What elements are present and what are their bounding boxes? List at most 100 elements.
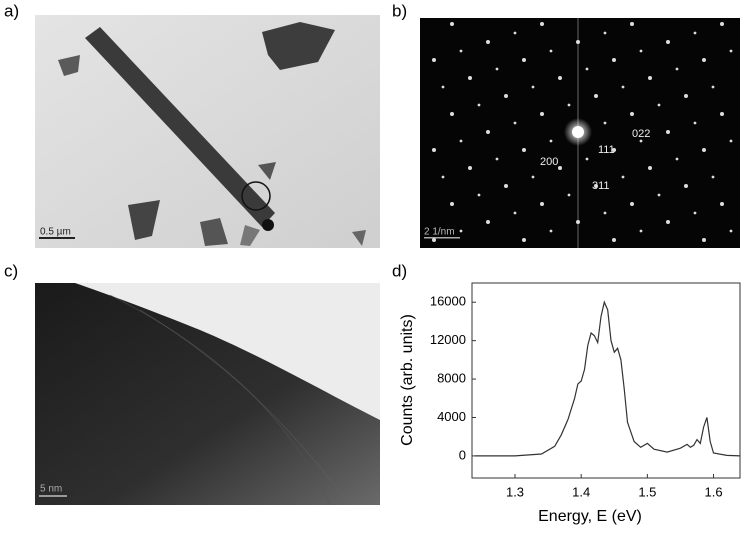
diffraction-spot [477, 193, 481, 197]
diffraction-spot [558, 76, 562, 80]
spot-label: 111 [598, 144, 615, 156]
y-tick-label: 0 [459, 447, 466, 462]
diffraction-spot [567, 193, 571, 197]
micrograph-c: 5 nm [35, 283, 380, 506]
diffraction-spot [666, 130, 670, 134]
diffraction-spot [702, 238, 706, 242]
diffraction-b: 022 111 200 311 2 1/nm [420, 18, 740, 248]
diffraction-spot [450, 202, 454, 206]
diffraction-spot [432, 58, 436, 62]
diffraction-spot [702, 58, 706, 62]
diffraction-spot [621, 85, 625, 89]
diffraction-spot [486, 40, 490, 44]
panel-label: a) [4, 1, 19, 20]
diffraction-spot [450, 22, 454, 26]
diffraction-spot [585, 157, 589, 161]
diffraction-spot [558, 166, 562, 170]
diffraction-spot [576, 220, 580, 224]
scale-bar-label: 2 1/nm [424, 227, 455, 238]
diffraction-spot [540, 202, 544, 206]
diffraction-spot [522, 238, 526, 242]
diffraction-spot [675, 157, 679, 161]
diffraction-spot [603, 211, 607, 215]
diffraction-spot [432, 148, 436, 152]
spot-label: 022 [632, 128, 650, 140]
diffraction-spot [468, 166, 472, 170]
diffraction-spot [531, 85, 535, 89]
diffraction-spot [666, 220, 670, 224]
diffraction-spot [594, 94, 598, 98]
x-tick-label: 1.5 [638, 484, 656, 499]
diffraction-spot [504, 94, 508, 98]
x-tick-label: 1.3 [506, 484, 524, 499]
diffraction-spot [621, 175, 625, 179]
diffraction-spot [504, 184, 508, 188]
diffraction-spot [432, 238, 436, 242]
diffraction-spot [675, 67, 679, 71]
diffraction-spot [729, 229, 733, 233]
diffraction-spot [549, 139, 553, 143]
diffraction-spot [657, 103, 661, 107]
diffraction-spot [540, 22, 544, 26]
diffraction-spot [576, 40, 580, 44]
diffraction-spot [441, 175, 445, 179]
diffraction-spot [702, 148, 706, 152]
y-tick-label: 8000 [437, 370, 466, 385]
diffraction-spot [495, 67, 499, 71]
y-axis-label: Counts (arb. units) [399, 314, 416, 446]
diffraction-spot [711, 175, 715, 179]
diffraction-spot [459, 229, 463, 233]
diffraction-spot [495, 157, 499, 161]
diffraction-spot [612, 58, 616, 62]
y-tick-label: 16000 [430, 294, 466, 309]
panel-label: b) [392, 1, 407, 20]
scale-bar-label: 5 nm [40, 484, 62, 495]
diffraction-spot [522, 148, 526, 152]
spot-label: 200 [540, 156, 558, 168]
diffraction-spot [612, 148, 616, 152]
diffraction-spot [585, 67, 589, 71]
diffraction-spot [720, 202, 724, 206]
diffraction-spot [441, 85, 445, 89]
diffraction-spot [684, 184, 688, 188]
diffraction-spot [711, 85, 715, 89]
diffraction-spot [567, 103, 571, 107]
diffraction-spot [648, 166, 652, 170]
x-tick-label: 1.6 [704, 484, 722, 499]
spectrum-line [475, 300, 741, 457]
chart: Energy, E (eV) Counts (arb. units) 1.3 1.… [399, 282, 741, 525]
diffraction-spot [630, 22, 634, 26]
y-tick-label: 12000 [430, 332, 466, 347]
diffraction-spot [477, 103, 481, 107]
diffraction-spot [549, 229, 553, 233]
diffraction-spot [630, 202, 634, 206]
diffraction-spot [639, 139, 643, 143]
diffraction-spot [693, 121, 697, 125]
diffraction-spot [693, 31, 697, 35]
diffraction-spot [549, 49, 553, 53]
diffraction-spot [540, 112, 544, 116]
x-tick-label: 1.4 [572, 484, 590, 499]
diffraction-spot [594, 184, 598, 188]
diffraction-spot [639, 229, 643, 233]
scale-bar-label: 0.5 µm [40, 227, 71, 238]
diffraction-spot [513, 121, 517, 125]
x-axis-label: Energy, E (eV) [538, 508, 642, 525]
diffraction-spot [684, 94, 688, 98]
diffraction-spot [720, 22, 724, 26]
diffraction-spot [459, 49, 463, 53]
diffraction-spot [486, 220, 490, 224]
diffraction-spot [630, 112, 634, 116]
diffraction-spot [729, 139, 733, 143]
diffraction-spot [639, 49, 643, 53]
diffraction-spot [603, 121, 607, 125]
y-tick-label: 4000 [437, 409, 466, 424]
diffraction-spot [657, 193, 661, 197]
diffraction-spot [648, 76, 652, 80]
diffraction-spot [513, 31, 517, 35]
diffraction-spot [522, 58, 526, 62]
diffraction-spot [612, 238, 616, 242]
diffraction-spot [513, 211, 517, 215]
diffraction-spot [729, 49, 733, 53]
diffraction-spot [693, 211, 697, 215]
